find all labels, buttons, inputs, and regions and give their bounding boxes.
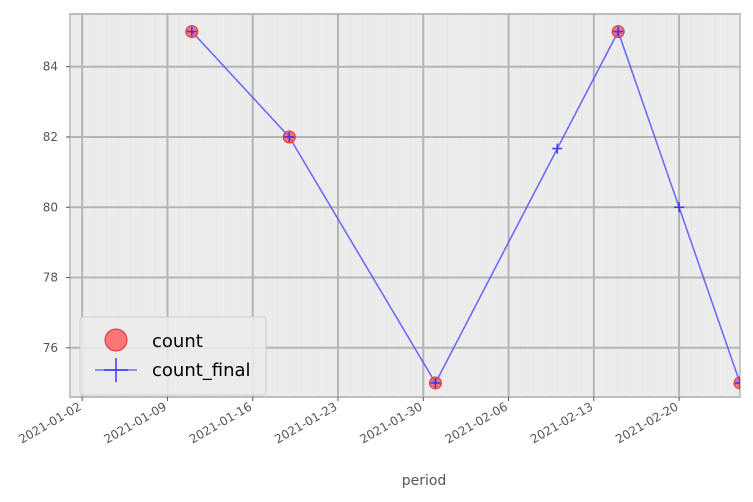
x-tick-label: 2021-01-02 (16, 399, 83, 446)
legend-box (79, 316, 267, 396)
x-tick-label: 2021-01-16 (187, 399, 254, 446)
count-final-marker (552, 143, 563, 154)
legend-count-final-label: count_final (152, 360, 251, 381)
y-tick-label: 78 (43, 271, 58, 285)
x-tick-label: 2021-02-20 (613, 399, 680, 446)
count-final-marker (735, 377, 740, 388)
y-tick-label: 82 (43, 130, 58, 144)
x-axis-ticks: 2021-01-02 2021-01-09 2021-01-16 2021-01-23… (16, 397, 681, 446)
y-tick-label: 80 (43, 200, 58, 214)
legend-count-label: count (152, 331, 203, 352)
y-gridlines (70, 65, 740, 349)
y-tick-label: 84 (43, 60, 58, 74)
count-final-marker (613, 26, 624, 37)
count-final-marker (430, 377, 441, 388)
count-final-marker (674, 202, 685, 213)
x-tick-label: 2021-02-06 (443, 399, 510, 446)
count-final-marker (284, 131, 295, 142)
series-count-final-markers (186, 26, 740, 388)
x-axis-title: period (402, 473, 447, 489)
legend-count-final-marker (104, 358, 128, 382)
x-tick-label: 2021-01-23 (272, 399, 339, 446)
x-tick-label: 2021-02-13 (528, 399, 595, 446)
y-axis-ticks: 76 78 80 82 84 (43, 60, 70, 355)
x-tick-label: 2021-01-30 (357, 399, 424, 446)
legend-count-marker (104, 328, 128, 352)
legend: count count_final (79, 316, 267, 396)
y-tick-label: 76 (43, 341, 58, 355)
count-final-marker (186, 26, 197, 37)
x-tick-label: 2021-01-09 (102, 399, 169, 446)
